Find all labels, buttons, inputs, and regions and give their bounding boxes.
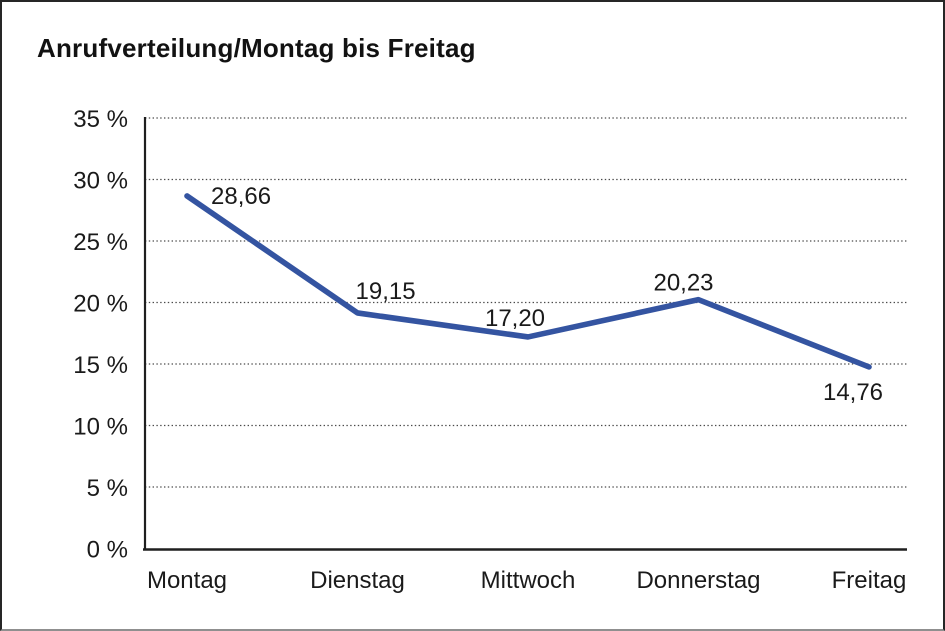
data-point-label: 19,15 — [356, 278, 416, 305]
data-point-label: 20,23 — [653, 270, 713, 297]
y-axis-tick-label: 0 % — [87, 537, 128, 564]
x-axis-category-label: Montag — [147, 567, 227, 594]
data-point-label: 17,20 — [485, 305, 545, 332]
y-axis-tick-label: 15 % — [73, 352, 128, 379]
x-axis-category-label: Donnerstag — [636, 567, 760, 594]
y-axis-tick-label: 30 % — [73, 168, 128, 195]
x-axis-category-label: Freitag — [832, 567, 907, 594]
y-axis-tick-label: 35 % — [73, 106, 128, 133]
data-point-label: 28,66 — [211, 183, 271, 210]
data-point-label: 14,76 — [823, 379, 883, 406]
x-axis-category-label: Dienstag — [310, 567, 405, 594]
chart-title: Anrufverteilung/Montag bis Freitag — [37, 33, 476, 63]
x-axis-category-label: Mittwoch — [481, 567, 576, 594]
y-axis-tick-label: 5 % — [87, 475, 128, 502]
y-axis-tick-label: 20 % — [73, 291, 128, 318]
data-series-line — [184, 193, 872, 370]
y-axis-tick-label: 10 % — [73, 414, 128, 441]
y-axis-tick-label: 25 % — [73, 229, 128, 256]
